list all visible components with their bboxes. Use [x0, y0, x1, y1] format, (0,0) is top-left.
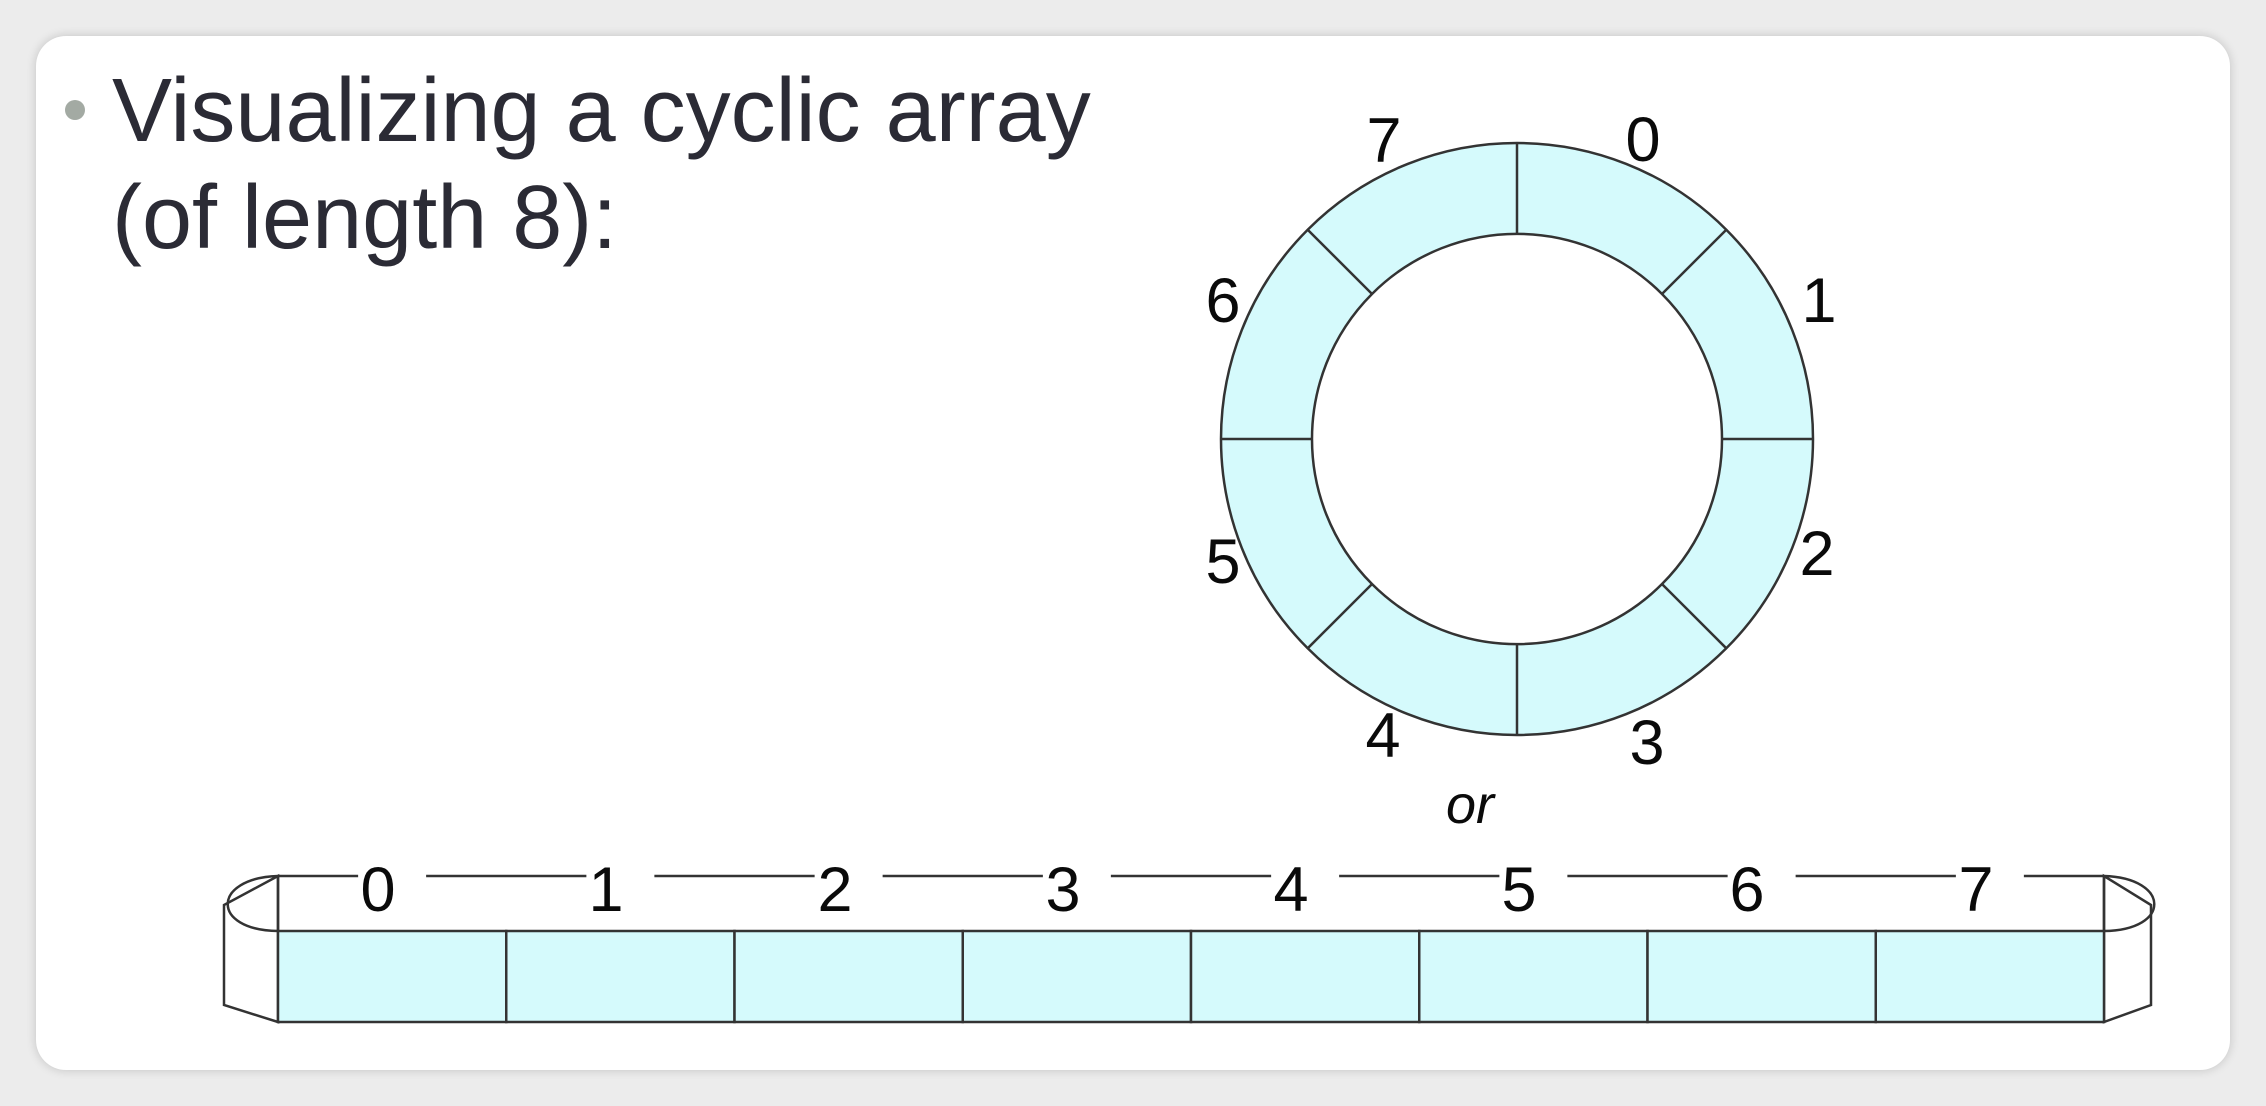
strip-index-label: 0: [360, 855, 395, 925]
strip-index-label: 3: [1045, 855, 1080, 925]
strip-index-label: 7: [1958, 855, 1993, 925]
strip-cells: [276, 929, 2106, 1024]
ring-dividers: [1221, 143, 1813, 735]
strip-right-end-cap: [2102, 873, 2153, 1024]
ring-index-label: 2: [1799, 519, 1834, 589]
strip-diagram: 0 1 2 3 4 5 6 7: [222, 855, 2156, 1024]
bullet-line-1: Visualizing a cyclic array: [112, 61, 1091, 161]
ring-index-label: 7: [1366, 106, 1401, 176]
strip-cell: [961, 929, 1193, 1024]
ring-index-label: 3: [1629, 708, 1664, 778]
ring-divider: [1661, 583, 1728, 650]
strip-cell: [505, 929, 736, 1024]
strip-index-label: 5: [1501, 855, 1536, 925]
strip-cell: [1874, 929, 2106, 1024]
ring-index-label: 4: [1365, 701, 1400, 771]
ring-diagram: 0 1 2 3 4 5 6 7: [1205, 105, 1836, 778]
ring-index-label: 1: [1801, 266, 1836, 336]
strip-top-right-curve: [2102, 874, 2156, 933]
ring-index-label: 5: [1205, 527, 1240, 597]
ring-divider: [1661, 228, 1728, 295]
ring-index-label: 6: [1205, 266, 1240, 336]
strip-cell: [276, 929, 508, 1024]
strip-index-label: 1: [588, 855, 623, 925]
slide: Visualizing a cyclic array (of length 8)…: [36, 36, 2230, 1070]
strip-cell: [1646, 929, 1877, 1024]
ring-index-label: 0: [1625, 105, 1660, 175]
strip-cell: [1418, 929, 1649, 1024]
strip-top-left-curve: [226, 874, 280, 933]
ring-labels: 0 1 2 3 4 5 6 7: [1205, 105, 1836, 778]
ring-divider: [1306, 228, 1373, 295]
ring-divider: [1306, 583, 1373, 650]
bullet-text: Visualizing a cyclic array (of length 8)…: [112, 58, 1262, 272]
bullet-dot-icon: [65, 100, 85, 120]
strip-index-label: 2: [817, 855, 852, 925]
strip-labels: 0 1 2 3 4 5 6 7: [360, 855, 1993, 925]
strip-index-label: 6: [1729, 855, 1764, 925]
strip-index-label: 4: [1273, 855, 1308, 925]
or-label: or: [1446, 775, 1496, 835]
strip-left-end-cap: [222, 873, 280, 1024]
strip-cell: [733, 929, 964, 1024]
strip-cell: [1189, 929, 1421, 1024]
bullet-line-2: (of length 8):: [112, 168, 618, 268]
